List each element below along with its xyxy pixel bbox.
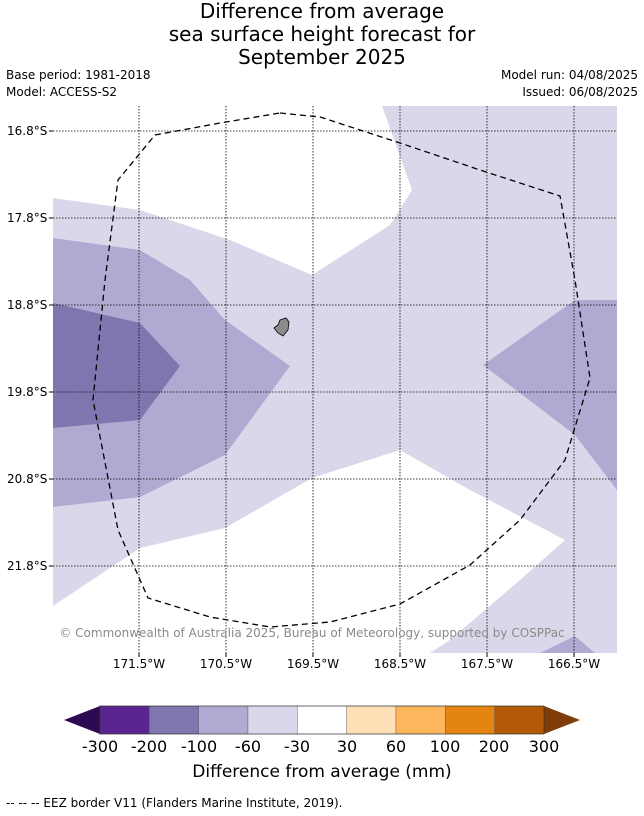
colorbar-cell (149, 705, 199, 735)
meta-right: Model run: 04/08/2025 Issued: 06/08/2025 (501, 67, 638, 101)
colorbar-cell (198, 705, 249, 735)
chart-title: Difference from average sea surface heig… (0, 0, 644, 69)
colorbar-extend-high (544, 706, 580, 734)
title-line-2: sea surface height forecast for (168, 22, 476, 46)
colorbar-frame (99, 705, 545, 735)
lon-label-3: 169.5°W (286, 657, 340, 671)
lat-label-1: 16.8°S (7, 124, 48, 138)
lon-label-5: 167.5°W (460, 657, 514, 671)
colorbar-tick-10: 300 (528, 737, 560, 756)
colorbar-tick-6: 30 (336, 737, 358, 756)
colorbar-cell (445, 705, 495, 735)
field-mid-purple-southeast (540, 636, 595, 653)
lon-label-2: 170.5°W (199, 657, 253, 671)
colorbar-tick-9: 200 (478, 737, 510, 756)
copyright-notice: © Commonwealth of Australia 2025, Bureau… (59, 626, 565, 640)
colorbar-cell (99, 705, 150, 735)
colorbar-extend-low (64, 706, 100, 734)
lat-label-4: 19.8°S (7, 385, 48, 399)
colorbar-cell (297, 705, 347, 735)
colorbar-cell (395, 705, 446, 735)
title-line-1: Difference from average (199, 0, 445, 23)
lat-label-5: 20.8°S (7, 472, 48, 486)
white-zone-north (53, 106, 412, 275)
eez-legend-note: -- -- -- EEZ border V11 (Flanders Marine… (6, 796, 343, 810)
colorbar-tick-7: 60 (385, 737, 407, 756)
model-name: Model: ACCESS-S2 (6, 85, 118, 99)
colorbar-tick-8: 100 (429, 737, 461, 756)
colorbar-label: Difference from average (mm) (192, 762, 452, 782)
colorbar-cell (494, 705, 545, 735)
field-dark-purple (53, 303, 180, 428)
lat-label-6: 21.8°S (7, 559, 48, 573)
graticule (53, 106, 617, 653)
colorbar-tick-2: -200 (130, 737, 168, 756)
meta-left: Base period: 1981-2018 Model: ACCESS-S2 (6, 67, 151, 101)
lat-label-3: 18.8°S (7, 298, 48, 312)
island-land (273, 317, 290, 337)
lon-label-4: 168.5°W (373, 657, 427, 671)
model-run: Model run: 04/08/2025 (500, 68, 638, 82)
colorbar-tick-4: -60 (234, 737, 262, 756)
title-line-3: September 2025 (238, 45, 406, 69)
base-period: Base period: 1981-2018 (6, 68, 151, 82)
axis-ticks (49, 130, 575, 657)
issued-date: Issued: 06/08/2025 (522, 85, 638, 99)
lon-label-1: 171.5°W (112, 657, 166, 671)
lat-label-2: 17.8°S (7, 211, 48, 225)
eez-border (92, 112, 591, 628)
colorbar-tick-3: -100 (180, 737, 218, 756)
colorbar-tick-5: -30 (283, 737, 311, 756)
colorbar (64, 705, 580, 735)
colorbar-cell (247, 705, 298, 735)
white-zone-south (53, 450, 565, 653)
colorbar-cell (346, 705, 397, 735)
lon-label-6: 166.5°W (547, 657, 601, 671)
colorbar-tick-1: -300 (81, 737, 119, 756)
field-mid-purple-east (483, 300, 617, 490)
anomaly-field (53, 106, 617, 653)
